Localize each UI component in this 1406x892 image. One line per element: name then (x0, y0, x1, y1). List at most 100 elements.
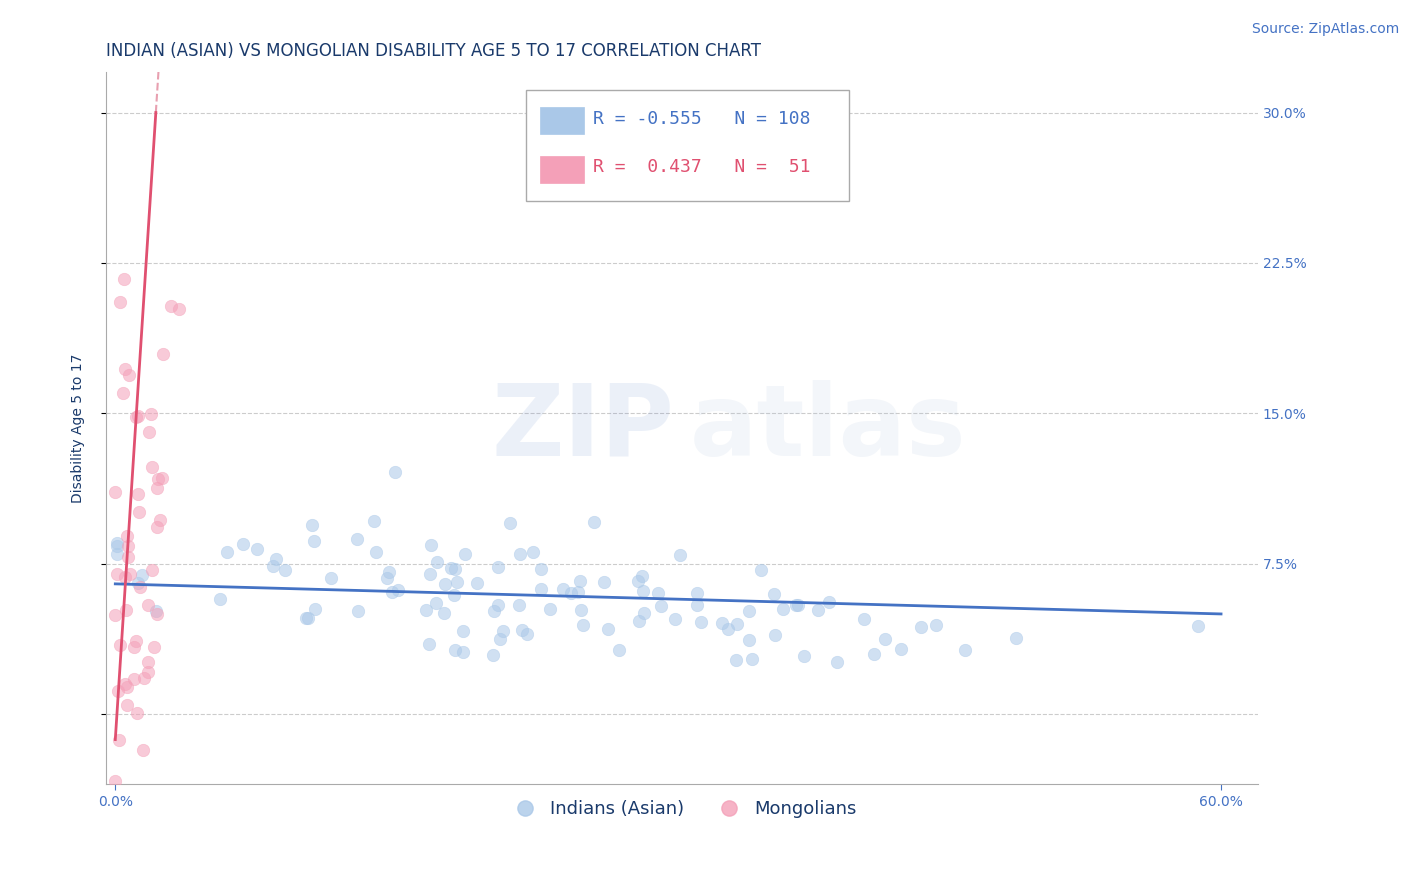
Point (419, 538, 441, 552)
Point (115, 698, 138, 712)
Point (110, 841, 132, 855)
Point (120, 567, 142, 582)
Legend: Indians (Asian), Mongolians: Indians (Asian), Mongolians (499, 793, 865, 825)
Text: atlas: atlas (690, 380, 967, 477)
Bar (540, 107, 583, 135)
Point (852, 612, 875, 626)
Point (319, 571, 342, 585)
Point (139, 407, 162, 421)
Point (451, 624, 474, 638)
Point (522, 545, 544, 559)
Point (444, 562, 467, 576)
Point (440, 560, 463, 574)
Point (104, 484, 127, 499)
Point (415, 603, 437, 617)
Point (346, 533, 368, 547)
Point (141, 563, 163, 577)
Point (818, 595, 841, 609)
Point (127, 487, 149, 501)
Point (486, 598, 509, 612)
Point (516, 626, 538, 640)
Text: R = -0.555   N = 108: R = -0.555 N = 108 (593, 110, 811, 128)
Point (131, 568, 153, 582)
Point (209, 591, 232, 606)
Point (1187, 619, 1209, 633)
Point (138, 425, 160, 440)
Point (749, 563, 772, 577)
Point (426, 555, 449, 569)
Point (301, 517, 323, 532)
Point (863, 647, 886, 661)
Point (509, 547, 531, 561)
Y-axis label: Disability Age 5 to 17: Disability Age 5 to 17 (72, 354, 86, 503)
Point (143, 640, 166, 655)
Point (568, 574, 591, 588)
Point (560, 586, 582, 600)
Point (108, 638, 131, 652)
Point (628, 614, 651, 628)
Point (647, 586, 669, 600)
Point (510, 623, 533, 637)
Point (118, 368, 141, 382)
Point (508, 598, 530, 612)
Point (117, 529, 139, 543)
Point (146, 472, 169, 486)
Point (953, 642, 976, 657)
Point (607, 642, 630, 657)
Point (433, 607, 456, 621)
Point (148, 512, 170, 526)
Point (482, 604, 505, 618)
Point (262, 559, 284, 574)
Point (104, 607, 127, 622)
Point (117, 539, 139, 553)
Point (443, 643, 465, 657)
Point (146, 607, 169, 622)
Point (125, 410, 148, 425)
Point (114, 603, 136, 617)
Point (132, 671, 155, 685)
Point (146, 520, 169, 534)
Point (128, 505, 150, 519)
Point (114, 361, 136, 376)
Point (553, 582, 575, 596)
Point (465, 575, 488, 590)
Point (763, 628, 786, 642)
Point (127, 409, 149, 424)
Point (569, 602, 592, 616)
Point (650, 599, 672, 613)
Point (419, 566, 441, 581)
Point (105, 536, 128, 550)
Point (489, 632, 512, 646)
Point (117, 680, 139, 694)
Point (499, 516, 522, 530)
FancyBboxPatch shape (526, 90, 849, 201)
Point (152, 347, 174, 361)
Point (274, 562, 297, 576)
Point (630, 568, 652, 582)
Point (108, 295, 131, 310)
Point (633, 606, 655, 620)
Point (381, 585, 404, 599)
Point (128, 580, 150, 594)
Text: R =  0.437   N =  51: R = 0.437 N = 51 (593, 158, 811, 176)
Point (690, 615, 713, 629)
Point (596, 622, 619, 636)
Point (346, 604, 368, 618)
Point (486, 560, 509, 574)
Point (378, 565, 401, 579)
Point (592, 574, 614, 589)
Point (363, 514, 385, 528)
Point (685, 586, 707, 600)
Point (136, 598, 159, 612)
Point (112, 272, 135, 286)
Point (482, 648, 505, 663)
Text: INDIAN (ASIAN) VS MONGOLIAN DISABILITY AGE 5 TO 17 CORRELATION CHART: INDIAN (ASIAN) VS MONGOLIAN DISABILITY A… (105, 42, 761, 60)
Point (725, 653, 748, 667)
Point (302, 533, 325, 548)
Point (245, 542, 267, 557)
Point (738, 604, 761, 618)
Point (167, 301, 190, 316)
Point (910, 620, 932, 634)
Point (146, 481, 169, 495)
Point (217, 545, 239, 559)
